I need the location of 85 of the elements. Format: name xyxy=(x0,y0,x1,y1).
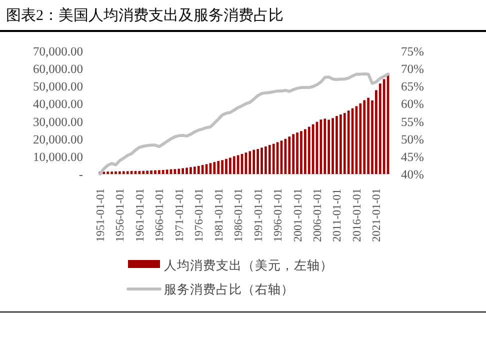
legend-label: 服务消费占比（右轴） xyxy=(164,282,294,296)
x-tick-label: 2001-01-01 xyxy=(292,188,304,242)
bar xyxy=(232,156,236,174)
x-tick-label: 1961-01-01 xyxy=(134,188,146,242)
bar xyxy=(332,118,334,174)
bar xyxy=(256,149,259,174)
x-tick-label: 1966-01-01 xyxy=(154,188,166,242)
x-tick-label: 1981-01-01 xyxy=(213,188,226,242)
bar xyxy=(186,168,188,174)
bar xyxy=(336,116,338,174)
bar xyxy=(150,170,152,174)
bar xyxy=(382,79,386,174)
y-tick-label: 50,000.00 xyxy=(33,80,83,94)
bar xyxy=(288,136,291,174)
bar xyxy=(126,171,129,174)
bar xyxy=(339,114,342,174)
x-tick-label: 2011-01-01 xyxy=(332,188,344,242)
bar xyxy=(182,168,184,174)
bar xyxy=(363,100,366,174)
bar xyxy=(197,166,200,174)
bar xyxy=(154,170,156,174)
bar xyxy=(343,113,346,174)
y2-tick-label: 55% xyxy=(401,114,424,129)
y2-tick-label: 70% xyxy=(401,62,424,76)
x-tick-label: 2006-01-01 xyxy=(312,188,324,242)
bar xyxy=(359,103,362,174)
y2-tick-label: 75% xyxy=(401,44,424,58)
bar xyxy=(178,168,180,174)
x-tick-label: 1951-01-01 xyxy=(94,188,107,242)
line-series xyxy=(98,72,390,176)
y-tick-label: 30,000.00 xyxy=(33,114,83,129)
bar xyxy=(142,170,145,174)
y-tick-label: 60,000.00 xyxy=(33,62,83,76)
bar xyxy=(300,131,302,174)
y-tick-label: 40,000.00 xyxy=(33,97,83,112)
y-tick-label: 70,000.00 xyxy=(33,44,83,58)
bar xyxy=(162,170,164,174)
bar xyxy=(193,166,196,174)
y2-tick-label: 40% xyxy=(401,168,424,182)
x-tick-label: 1956-01-01 xyxy=(114,188,127,242)
bar xyxy=(190,167,192,174)
bar xyxy=(122,171,125,174)
bar xyxy=(138,171,141,174)
chart-title: 图表2：美国人均消费支出及服务消费占比 xyxy=(6,7,284,24)
bar xyxy=(308,126,310,174)
bar xyxy=(272,144,275,174)
bar xyxy=(304,129,306,174)
y-tick-label: 20,000.00 xyxy=(33,132,83,146)
bar xyxy=(114,171,117,174)
bar xyxy=(158,170,160,174)
bar xyxy=(146,170,149,174)
x-tick-label: 2021-01-01 xyxy=(371,188,384,242)
y2-tick-label: 50% xyxy=(401,132,424,146)
x-tick-label: 1996-01-01 xyxy=(272,188,285,242)
y-tick-label: - xyxy=(78,168,83,182)
y-tick-label: 10,000.00 xyxy=(33,150,83,164)
bar xyxy=(213,162,216,174)
bar xyxy=(236,155,240,174)
y2-tick-label: 65% xyxy=(401,80,424,94)
bar xyxy=(229,158,232,174)
bar xyxy=(221,160,224,174)
bar xyxy=(217,160,220,174)
bar xyxy=(324,118,326,174)
bar xyxy=(225,158,228,174)
x-tick-label: 1986-01-01 xyxy=(233,188,246,242)
bar xyxy=(260,148,263,174)
bar xyxy=(201,165,204,174)
bar xyxy=(347,110,350,174)
bar xyxy=(367,98,370,174)
bar xyxy=(296,132,298,174)
x-tick-label: 1976-01-01 xyxy=(194,188,206,242)
x-tick-label: 1991-01-01 xyxy=(252,188,265,242)
bar xyxy=(292,134,295,174)
x-tick-label: 1971-01-01 xyxy=(174,188,186,242)
bar xyxy=(264,146,267,174)
x-tick-label: 2016-01-01 xyxy=(351,188,364,242)
bar xyxy=(252,150,256,174)
y2-tick-label: 60% xyxy=(401,97,424,112)
bar xyxy=(248,151,252,174)
y2-tick-label: 45% xyxy=(401,150,424,164)
bar xyxy=(118,171,121,174)
bar xyxy=(328,120,330,174)
bar xyxy=(268,145,271,174)
bar xyxy=(284,138,287,174)
legend-label: 人均消费支出（美元，左轴） xyxy=(164,258,333,272)
